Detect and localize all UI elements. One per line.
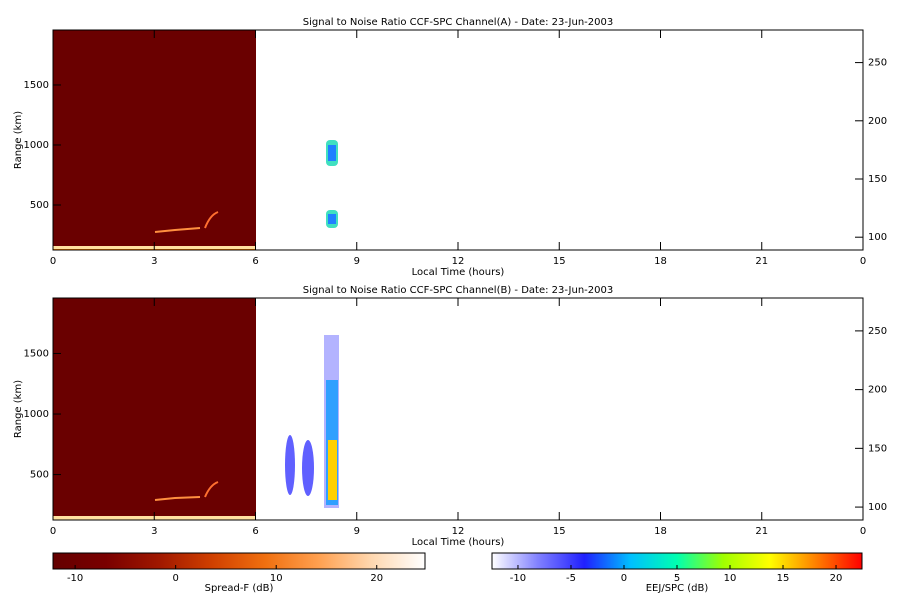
colorbar-tick-label: -10 bbox=[510, 573, 526, 584]
x-tick-label: 18 bbox=[654, 256, 667, 267]
y-tick-label: 1000 bbox=[24, 140, 49, 151]
x-tick-label: 3 bbox=[151, 256, 157, 267]
x-tick-label: 15 bbox=[553, 526, 566, 537]
x-tick-label: 0 bbox=[860, 526, 866, 537]
y-tick-label: 1500 bbox=[24, 80, 49, 91]
x-tick-label: 9 bbox=[354, 526, 360, 537]
chart-title: Signal to Noise Ratio CCF-SPC Channel(B)… bbox=[303, 285, 613, 296]
y-tick-label: 500 bbox=[30, 470, 49, 481]
y2-tick-label: 250 bbox=[868, 58, 887, 69]
colorbar bbox=[52, 552, 426, 570]
colorbar-tick-label: 5 bbox=[674, 573, 680, 584]
x-axis-label: Local Time (hours) bbox=[412, 267, 505, 278]
x-tick-label: 15 bbox=[553, 256, 566, 267]
colorbar-tick-label: -5 bbox=[566, 573, 576, 584]
x-tick-label: 21 bbox=[755, 256, 768, 267]
x-tick-label: 3 bbox=[151, 526, 157, 537]
colorbar-tick-label: 10 bbox=[724, 573, 737, 584]
colorbar-tick-label: 20 bbox=[370, 573, 383, 584]
y-axis-label: Range (km) bbox=[13, 111, 24, 169]
x-tick-label: 0 bbox=[50, 526, 56, 537]
y2-tick-label: 200 bbox=[868, 116, 887, 127]
x-tick-label: 21 bbox=[755, 526, 768, 537]
x-tick-label: 18 bbox=[654, 526, 667, 537]
y-axis-label: Range (km) bbox=[13, 380, 24, 438]
x-tick-label: 0 bbox=[860, 256, 866, 267]
heatmap-cells bbox=[53, 30, 339, 520]
y2-tick-label: 100 bbox=[868, 232, 887, 243]
y2-tick-label: 100 bbox=[868, 502, 887, 513]
y2-tick-label: 150 bbox=[868, 443, 887, 454]
colorbar-label: EEJ/SPC (dB) bbox=[646, 583, 709, 594]
colorbar-tick-label: -10 bbox=[67, 573, 83, 584]
y-tick-label: 1000 bbox=[24, 409, 49, 420]
y-tick-label: 500 bbox=[30, 200, 49, 211]
x-tick-label: 6 bbox=[252, 526, 258, 537]
colorbar-tick-label: 15 bbox=[777, 573, 790, 584]
x-axis-label: Local Time (hours) bbox=[412, 537, 505, 548]
colorbar-tick-label: 20 bbox=[830, 573, 843, 584]
chart-title: Signal to Noise Ratio CCF-SPC Channel(A)… bbox=[303, 17, 613, 28]
y2-tick-label: 250 bbox=[868, 326, 887, 337]
y-tick-label: 1500 bbox=[24, 348, 49, 359]
x-tick-label: 12 bbox=[452, 256, 465, 267]
x-tick-label: 12 bbox=[452, 526, 465, 537]
colorbar-label: Spread-F (dB) bbox=[205, 583, 274, 594]
colorbar-tick-label: 0 bbox=[621, 573, 627, 584]
x-tick-label: 9 bbox=[354, 256, 360, 267]
x-tick-label: 6 bbox=[252, 256, 258, 267]
colorbar-tick-label: 10 bbox=[270, 573, 283, 584]
y2-tick-label: 150 bbox=[868, 174, 887, 185]
y2-tick-label: 200 bbox=[868, 385, 887, 396]
x-tick-label: 0 bbox=[50, 256, 56, 267]
colorbar-tick-label: 0 bbox=[172, 573, 178, 584]
